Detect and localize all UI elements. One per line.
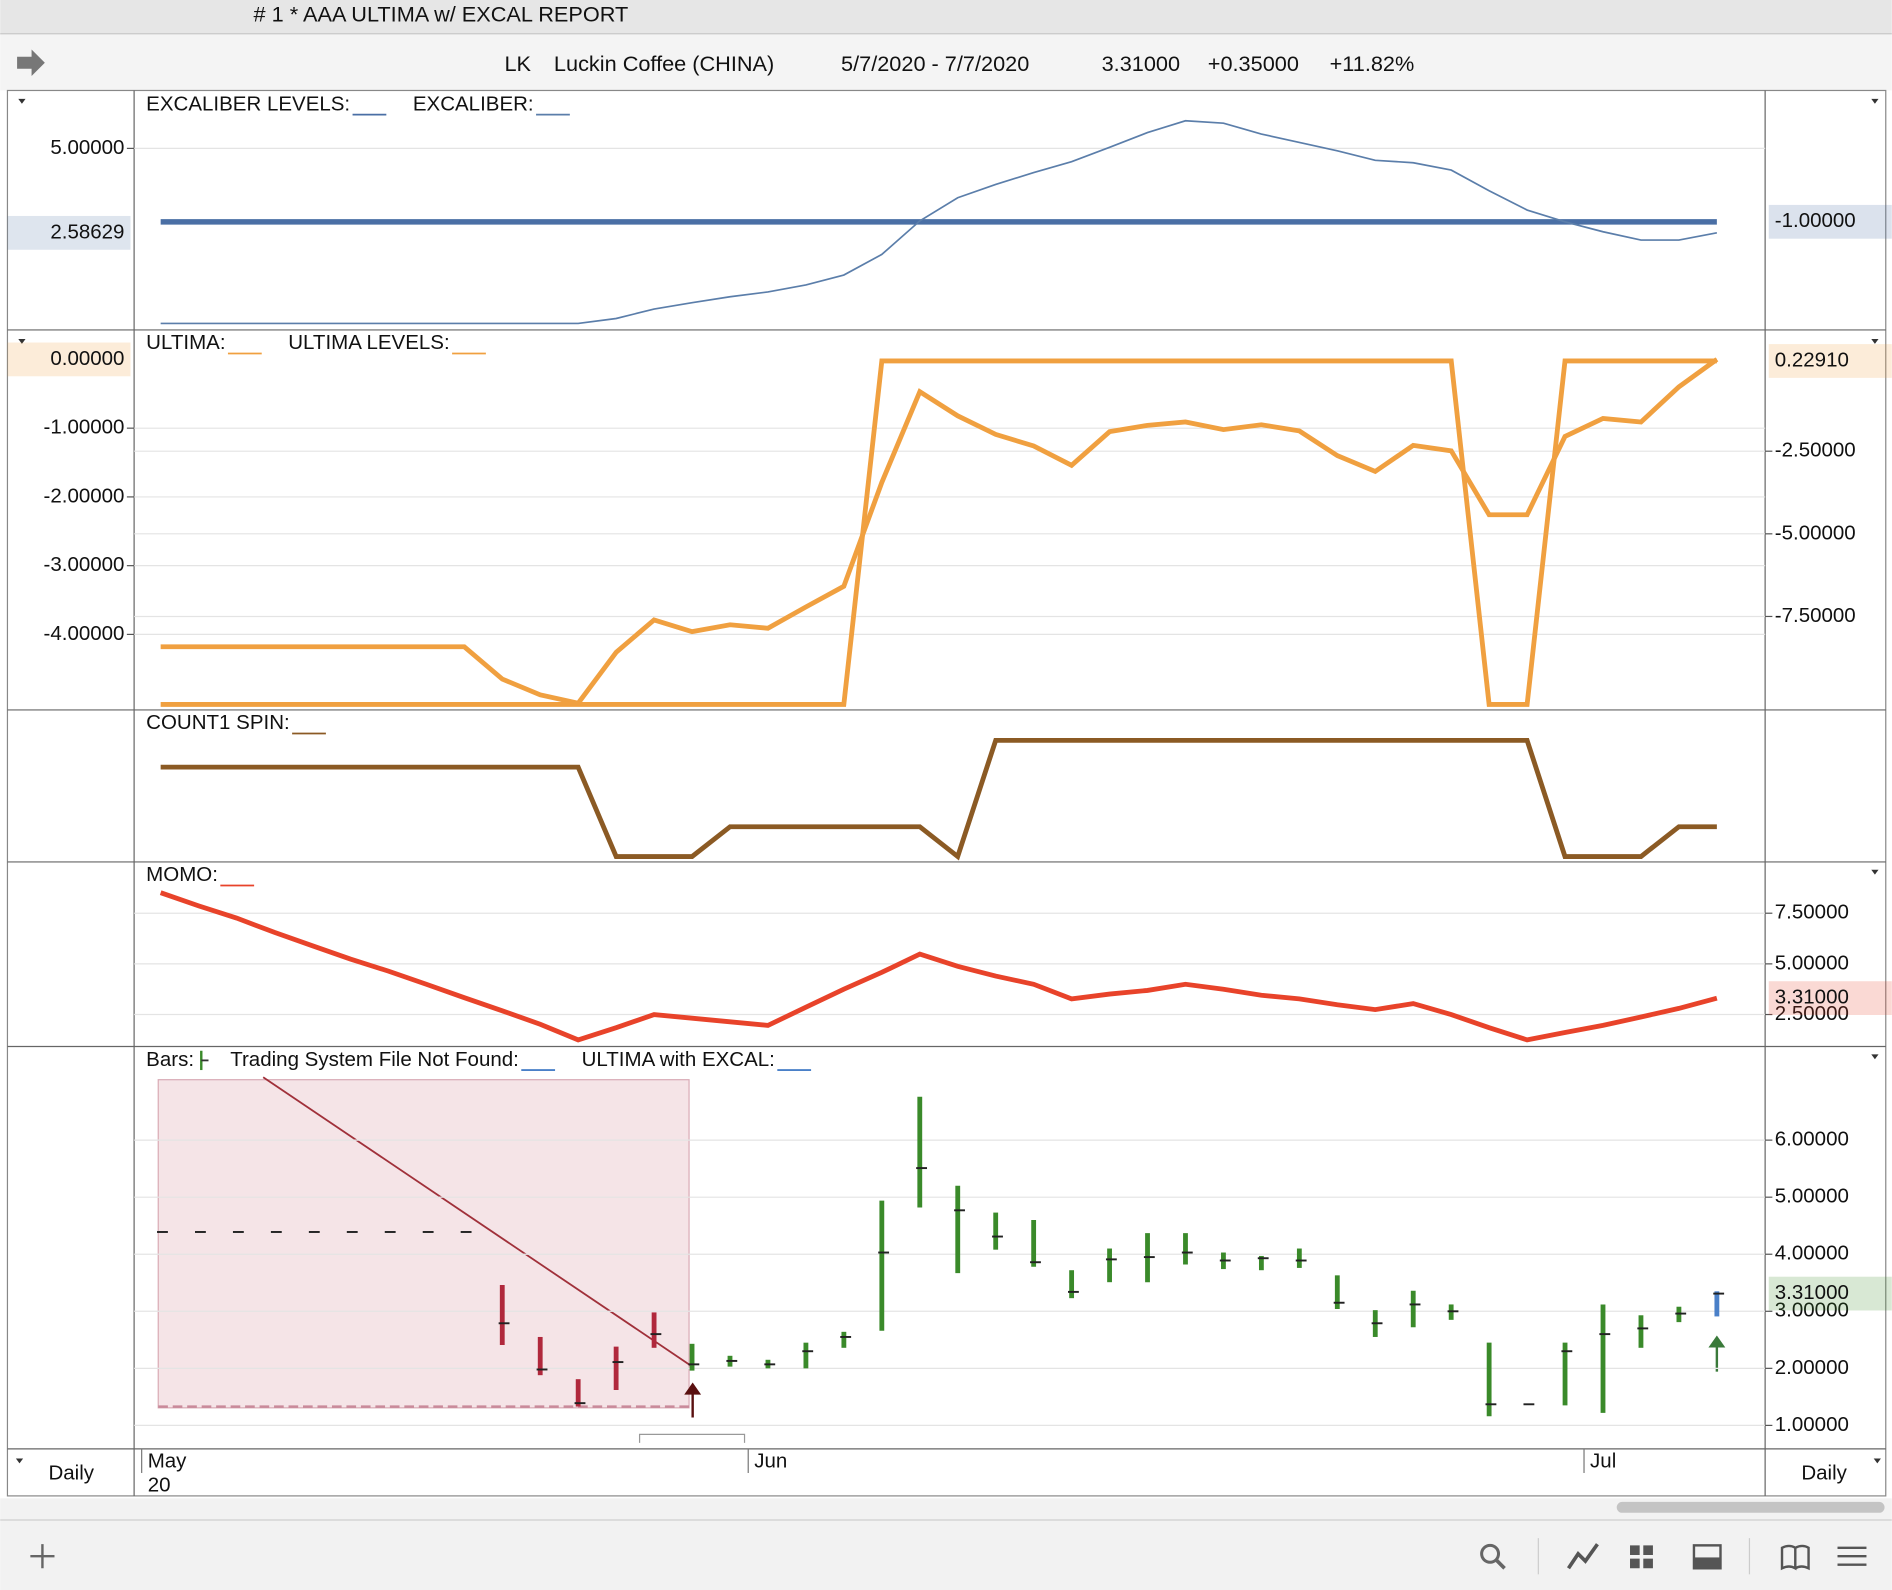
x-year-label: 20 xyxy=(148,1474,171,1497)
book-button[interactable] xyxy=(1780,1544,1810,1571)
value-badge xyxy=(1768,1276,1892,1311)
value-badge xyxy=(7,342,131,377)
search-button[interactable] xyxy=(1480,1543,1501,1564)
value-badge xyxy=(1768,344,1892,378)
y2-tick-label: -7.50000 xyxy=(1775,604,1856,627)
last-price: 3.31000 xyxy=(1102,51,1180,76)
add-button[interactable] xyxy=(30,1544,55,1569)
y2-tick-label: -5.00000 xyxy=(1775,521,1856,544)
y-tick-label: -2.00000 xyxy=(44,484,125,507)
legend-label: EXCALIBER LEVELS: xyxy=(146,92,350,115)
period-left[interactable]: Daily xyxy=(48,1462,94,1485)
window-title: # 1 * AAA ULTIMA w/ EXCAL REPORT xyxy=(254,1,629,26)
legend-label: ULTIMA LEVELS: xyxy=(288,331,449,354)
x-tick-label: May xyxy=(148,1450,187,1473)
signal-arrow-head xyxy=(684,1382,702,1395)
scrollbar[interactable] xyxy=(1616,1501,1885,1513)
range-bracket xyxy=(638,1433,746,1443)
panel-menu[interactable] xyxy=(1871,869,1879,875)
symbol: LK xyxy=(504,51,531,76)
value-badge-label: 0.22910 xyxy=(1775,348,1849,371)
value-badge-label: -1.00000 xyxy=(1775,209,1856,232)
series-line xyxy=(160,119,1718,325)
series-line xyxy=(160,737,1717,861)
search-button-handle xyxy=(1494,1558,1506,1570)
selection-region xyxy=(157,1079,690,1409)
y2-tick-label: 3.00000 xyxy=(1775,1299,1849,1322)
y-tick-label: -4.00000 xyxy=(44,622,125,645)
layout-button-fill xyxy=(1693,1557,1721,1569)
period-menu[interactable] xyxy=(15,1458,24,1464)
value-badge-label: 0.00000 xyxy=(50,347,124,370)
legend-label: ULTIMA with EXCAL: xyxy=(582,1048,775,1071)
legend-label: Trading System File Not Found: xyxy=(230,1048,519,1071)
panel-menu[interactable] xyxy=(18,98,26,104)
y2-tick-label: 7.50000 xyxy=(1775,901,1849,924)
panel-menu[interactable] xyxy=(18,338,26,344)
value-badge xyxy=(7,215,131,250)
panel-menu[interactable] xyxy=(1871,338,1879,344)
period-menu[interactable] xyxy=(1873,1458,1881,1464)
period-right[interactable]: Daily xyxy=(1801,1462,1847,1485)
series-line xyxy=(160,358,1717,707)
legend-label: COUNT1 SPIN: xyxy=(146,711,290,734)
toolbar xyxy=(0,1498,1892,1590)
x-tick-label: Jul xyxy=(1590,1450,1616,1473)
value-badge-label: 3.31000 xyxy=(1775,986,1849,1009)
chart-frame xyxy=(6,89,1887,1497)
percent-change: +11.82% xyxy=(1330,51,1415,76)
legend-label: ULTIMA: xyxy=(146,331,225,354)
series-line xyxy=(159,890,1718,1043)
go-arrow-icon[interactable] xyxy=(17,49,45,77)
value-badge xyxy=(1768,204,1892,239)
panel-menu[interactable] xyxy=(1871,1054,1879,1060)
symbol-bar xyxy=(0,33,1892,91)
legend-label: MOMO: xyxy=(146,863,218,886)
panel-menu[interactable] xyxy=(1871,98,1879,104)
y2-tick-label: 5.00000 xyxy=(1775,951,1849,974)
series-line xyxy=(160,357,1719,706)
value-badge xyxy=(1768,981,1892,1016)
y2-tick-label: 5.00000 xyxy=(1775,1185,1849,1208)
y-tick-label: 5.00000 xyxy=(50,136,124,159)
company-name: Luckin Coffee (CHINA) xyxy=(554,51,774,76)
chart-button[interactable] xyxy=(1566,1543,1599,1570)
menu-button[interactable] xyxy=(1837,1546,1867,1566)
legend-label: Bars: xyxy=(146,1048,194,1071)
date-range: 5/7/2020 - 7/7/2020 xyxy=(841,51,1029,76)
y2-tick-label: 2.00000 xyxy=(1775,1356,1849,1379)
y-tick-label: -3.00000 xyxy=(44,553,125,576)
y2-tick-label: 6.00000 xyxy=(1775,1128,1849,1151)
value-badge-label: 3.31000 xyxy=(1775,1281,1849,1304)
y2-tick-label: 4.00000 xyxy=(1775,1242,1849,1265)
y2-tick-label: 2.50000 xyxy=(1775,1002,1849,1025)
value-badge-label: 2.58629 xyxy=(50,220,124,243)
title-bar xyxy=(0,0,1892,34)
grid-button[interactable] xyxy=(1630,1545,1653,1569)
price-change: +0.35000 xyxy=(1208,51,1299,76)
trend-line xyxy=(262,1076,694,1368)
x-tick-label: Jun xyxy=(754,1450,787,1473)
y-tick-label: -1.00000 xyxy=(44,416,125,439)
signal-arrow-head xyxy=(1708,1335,1726,1348)
legend-label: EXCALIBER: xyxy=(413,92,534,115)
y2-tick-label: -2.50000 xyxy=(1775,439,1856,462)
y2-tick-label: 1.00000 xyxy=(1775,1413,1849,1436)
